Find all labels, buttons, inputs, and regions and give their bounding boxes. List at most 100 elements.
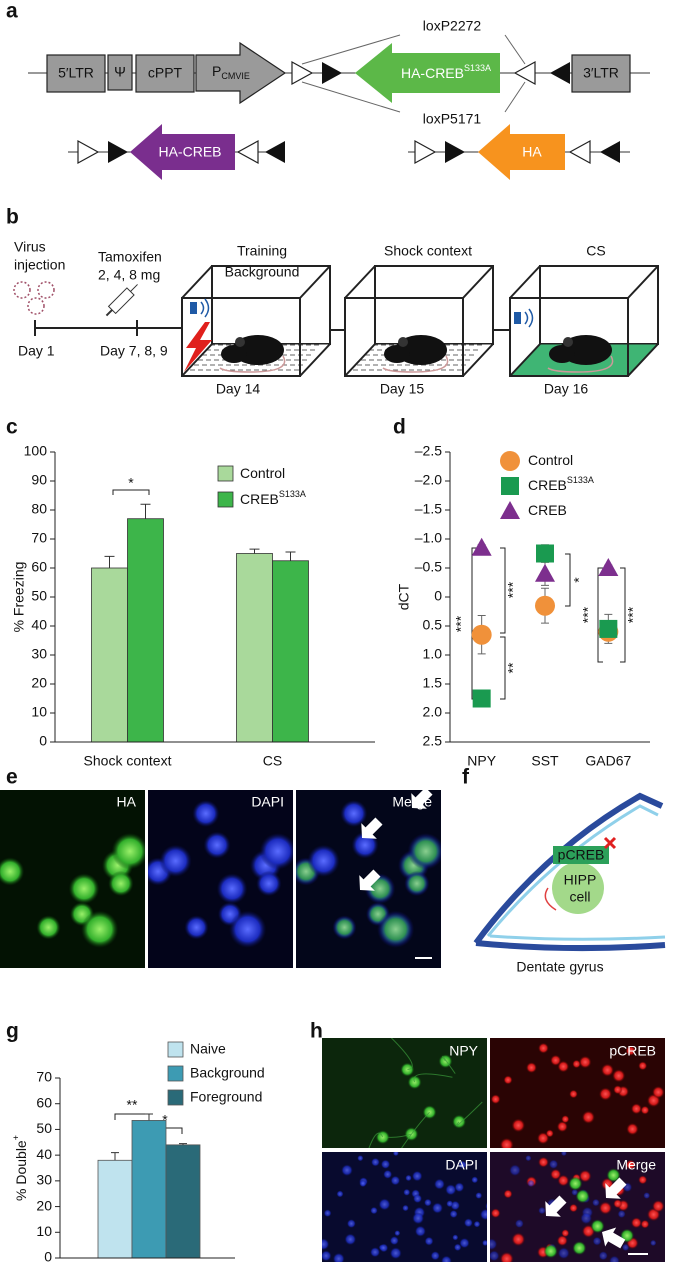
bar: [272, 560, 309, 743]
mouse-ear: [563, 337, 573, 347]
mouse-ear: [398, 337, 408, 347]
mouse-tail: [547, 355, 614, 373]
mouse-tail: [219, 355, 286, 373]
label-sup: S133A: [464, 63, 491, 73]
sound-waves: [200, 298, 210, 318]
box: [571, 54, 631, 93]
y-tick-label: 100: [24, 443, 48, 459]
ha-cell: [81, 910, 119, 948]
dapi-nucleus: [411, 1170, 423, 1182]
y-tick-label: 70: [36, 1069, 52, 1085]
dapi-nucleus: [446, 1200, 454, 1208]
dapi-nucleus: [514, 1219, 524, 1229]
label-sub: CMVIE: [221, 71, 250, 81]
legend-swatch: [167, 1089, 184, 1106]
error-bar: [111, 1152, 119, 1161]
pcreb-nucleus: [503, 1189, 513, 1199]
label: P: [212, 63, 221, 79]
legend-label-part: CREB: [240, 491, 279, 507]
micrograph: [322, 1038, 487, 1148]
dapi-nucleus: [591, 1198, 600, 1207]
pcreb-nucleus: [640, 1219, 650, 1229]
hipp-cell: [552, 862, 604, 914]
dapi-nucleus: [369, 1247, 381, 1258]
dentate-diagram: pCREB HIPP cell Dentate gyrus: [473, 792, 666, 975]
image-label: pCREB: [609, 1043, 656, 1059]
dapi-nucleus: [490, 1250, 500, 1262]
y-tick-label: 50: [36, 1120, 52, 1136]
label: injection: [14, 257, 65, 273]
legend-label: Control: [240, 465, 285, 481]
annotation: ***: [625, 606, 641, 623]
panel-label: g: [6, 1020, 19, 1043]
ha-cell: [36, 915, 61, 940]
bar: [127, 518, 164, 743]
pcreb-nucleus: [557, 1174, 570, 1187]
pcreb-nucleus: [550, 1054, 562, 1066]
dapi-nucleus: [509, 1164, 521, 1177]
y-tick-label: 80: [31, 501, 47, 517]
loxp-filled: [322, 62, 342, 84]
loxp-open: [291, 60, 314, 86]
cube-edges: [509, 265, 659, 377]
cube-back: [539, 265, 659, 345]
dapi-nucleus: [340, 800, 368, 828]
legend-swatch: [217, 465, 234, 482]
label: 2, 4, 8 mg: [98, 267, 160, 283]
dapi-nucleus: [389, 1236, 399, 1246]
syringe: [105, 284, 138, 317]
legend-label-part: S133A: [279, 489, 306, 499]
x-tick-label: NPY: [467, 753, 496, 769]
annotation: **: [505, 662, 521, 673]
pcreb-nucleus: [569, 1203, 578, 1213]
npy-fiber: [401, 1111, 430, 1148]
dapi-nucleus: [389, 1247, 402, 1260]
loxp-filled: [265, 141, 285, 163]
label: PCMVIE: [212, 63, 250, 82]
label: Background: [225, 264, 300, 280]
dapi-nucleus: [359, 1179, 367, 1188]
creb-arrow: [130, 124, 235, 180]
dapi-nucleus: [357, 1155, 364, 1162]
promoter-arrow: [195, 41, 287, 105]
y-tick-label: 20: [31, 675, 47, 691]
legend-swatch: [217, 491, 234, 508]
npy-fiber: [413, 1073, 453, 1083]
insert-arrow: [355, 43, 500, 103]
marker: [536, 544, 554, 563]
dapi-nucleus: [454, 1182, 465, 1193]
pcreb-nucleus: [569, 1089, 578, 1099]
loxp-open: [414, 139, 437, 165]
label: 5′LTR: [58, 65, 94, 81]
y-tick-label: 0: [39, 733, 47, 749]
y-tick-label: 60: [31, 559, 47, 575]
pcreb-nucleus: [630, 1217, 642, 1229]
dapi-nucleus: [203, 831, 231, 859]
dapi-nucleus: [192, 800, 220, 828]
pcreb-nucleus: [578, 1169, 592, 1183]
marker: [598, 558, 619, 576]
pcreb-nucleus: [538, 1042, 549, 1054]
label: cPPT: [148, 65, 183, 81]
dapi-nucleus: [379, 1243, 389, 1253]
pcreb-nucleus: [490, 1094, 501, 1105]
cube-front: [181, 297, 301, 377]
pcreb-nucleus: [640, 1105, 650, 1115]
ha-cell: [410, 835, 441, 867]
needle: [130, 284, 138, 292]
image-content: [148, 800, 293, 948]
npy-cell: [590, 1219, 605, 1234]
y-axis-label-part: % Double: [13, 1140, 29, 1201]
dapi-nucleus: [413, 1194, 423, 1204]
dapi-nucleus: [538, 1206, 546, 1215]
annotation: ***: [453, 615, 469, 632]
image-label: DAPI: [445, 1157, 478, 1173]
inner-layer: [489, 934, 666, 941]
dapi-nucleus: [346, 1219, 356, 1229]
y-tick-label: 0: [434, 588, 442, 604]
dapi-nucleus: [471, 1176, 479, 1184]
panel-label: h: [310, 1020, 323, 1043]
construct: 5′LTR Ψ cPPT PCMVIE HA-CREBS133A 3′LTR l…: [28, 18, 650, 180]
label: Day 1: [18, 343, 55, 359]
y-tick-label: –1.0: [415, 530, 442, 546]
